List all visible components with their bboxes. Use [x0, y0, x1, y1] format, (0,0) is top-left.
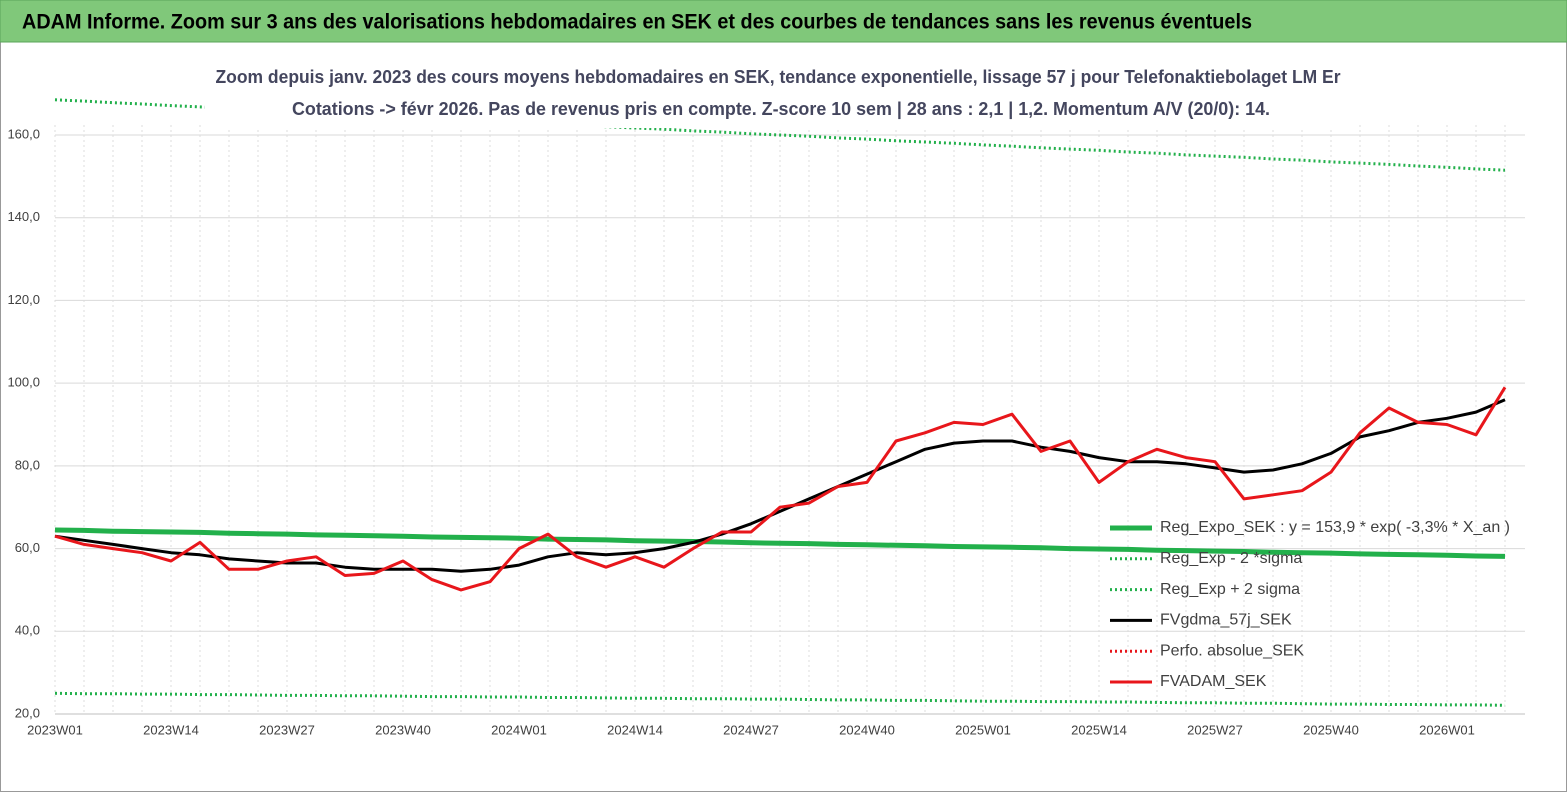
- x-tick-label: 2023W14: [143, 722, 199, 737]
- x-tick-label: 2024W40: [839, 722, 895, 737]
- x-tick-label: 2024W01: [491, 722, 547, 737]
- series-line: [54, 398, 1506, 573]
- x-tick-label: 2026W01: [1419, 722, 1475, 737]
- header-bar: [0, 0, 1567, 43]
- y-tick-label: 60,0: [15, 540, 40, 555]
- y-tick-label: 140,0: [7, 209, 40, 224]
- y-tick-label: 120,0: [7, 292, 40, 307]
- subtitle-bg: [205, 60, 1350, 128]
- x-tick-label: 2025W01: [955, 722, 1011, 737]
- legend-label: FVADAM_SEK: [1160, 673, 1267, 690]
- y-tick-label: 80,0: [15, 457, 40, 472]
- x-tick-label: 2025W14: [1071, 722, 1127, 737]
- legend-label: Perfo. absolue_SEK: [1160, 642, 1304, 659]
- x-tick-label: 2023W01: [27, 722, 83, 737]
- x-tick-label: 2025W27: [1187, 722, 1243, 737]
- series-line: [54, 527, 1506, 559]
- y-tick-label: 40,0: [15, 623, 40, 638]
- y-tick-label: 20,0: [15, 705, 40, 720]
- x-tick-label: 2023W40: [375, 722, 431, 737]
- x-tick-label: 2023W27: [259, 722, 315, 737]
- legend-label: Reg_Exp + 2 sigma: [1160, 581, 1300, 598]
- series-line: [54, 386, 1507, 592]
- legend-label: Reg_Expo_SEK : y = 153,9 * exp( -3,3% * …: [1160, 519, 1510, 536]
- legend-label: Reg_Exp - 2 *sigma: [1160, 550, 1302, 567]
- chart-subtitle: Cotations -> févr 2026. Pas de revenus p…: [292, 99, 1270, 119]
- x-tick-label: 2024W27: [723, 722, 779, 737]
- chart-subtitle: Zoom depuis janv. 2023 des cours moyens …: [216, 67, 1341, 87]
- series-line: [54, 691, 1506, 707]
- y-tick-label: 160,0: [7, 126, 40, 141]
- legend-label: FVgdma_57j_SEK: [1160, 612, 1292, 629]
- header-title: ADAM Informe. Zoom sur 3 ans des valoris…: [22, 11, 1252, 34]
- x-tick-label: 2024W14: [607, 722, 663, 737]
- y-tick-label: 100,0: [7, 375, 40, 390]
- x-tick-label: 2025W40: [1303, 722, 1359, 737]
- plot-area: 20,0 40,0 60,0 80,0 100,0 120,0 140,0 160,0 2023…: [7, 98, 1525, 737]
